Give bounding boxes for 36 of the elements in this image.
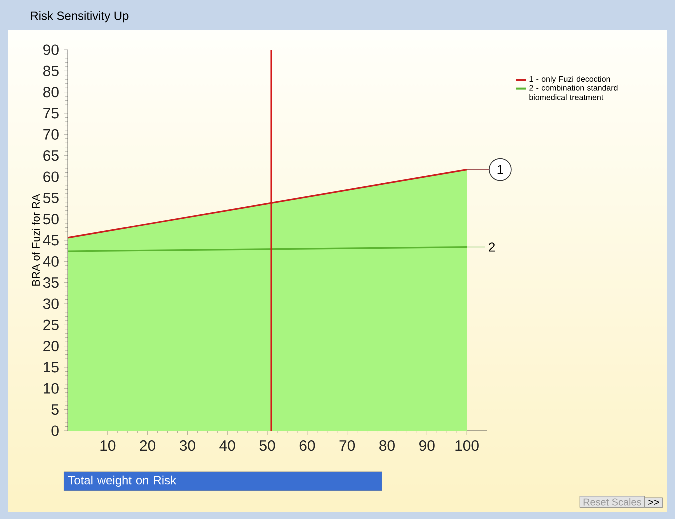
y-tick-label: 20 <box>44 341 59 352</box>
annotation: 2 <box>489 242 496 252</box>
x-tick-label: 50 <box>260 440 276 452</box>
annotation: 1 <box>498 165 504 174</box>
y-tick-label: 0 <box>52 426 59 436</box>
y-tick-label: 45 <box>43 235 59 246</box>
y-tick-label: 10 <box>44 383 59 394</box>
x-tick-label: 80 <box>380 440 395 452</box>
x-tick-label: 10 <box>100 440 116 452</box>
y-axis-title: BRA of Fuzi for RA <box>32 194 40 286</box>
y-tick-label: 25 <box>44 320 59 330</box>
y-tick-label: 70 <box>44 129 59 140</box>
chart-title: Risk Sensitivity Up <box>31 11 129 23</box>
x-tick-label: 90 <box>420 440 435 452</box>
y-tick-label: 5 <box>52 404 59 416</box>
text: Reset Scales <box>584 498 642 506</box>
y-tick-label: 40 <box>43 256 59 267</box>
y-tick-label: 60 <box>44 172 59 182</box>
x-tick-label: 20 <box>140 440 156 452</box>
x-tick-label: 30 <box>180 440 196 452</box>
y-tick-label: 85 <box>44 66 59 76</box>
x-tick-label: 100 <box>456 440 479 452</box>
y-tick-label: 15 <box>44 362 59 373</box>
y-tick-label: 55 <box>43 192 59 204</box>
x-tick-label: 60 <box>300 440 316 452</box>
y-tick-label: 80 <box>44 87 59 98</box>
y-tick-label: 35 <box>43 278 59 288</box>
text: >> <box>648 500 660 506</box>
y-tick-label: 50 <box>43 214 59 225</box>
x-tick-label: 70 <box>340 440 356 452</box>
y-tick-label: 90 <box>44 44 59 56</box>
x-axis-title: Total weight on Risk <box>68 476 177 488</box>
x-tick-label: 40 <box>220 440 236 452</box>
y-tick-label: 30 <box>43 298 59 310</box>
y-tick-label: 75 <box>44 108 59 119</box>
y-tick-label: 65 <box>44 150 59 162</box>
